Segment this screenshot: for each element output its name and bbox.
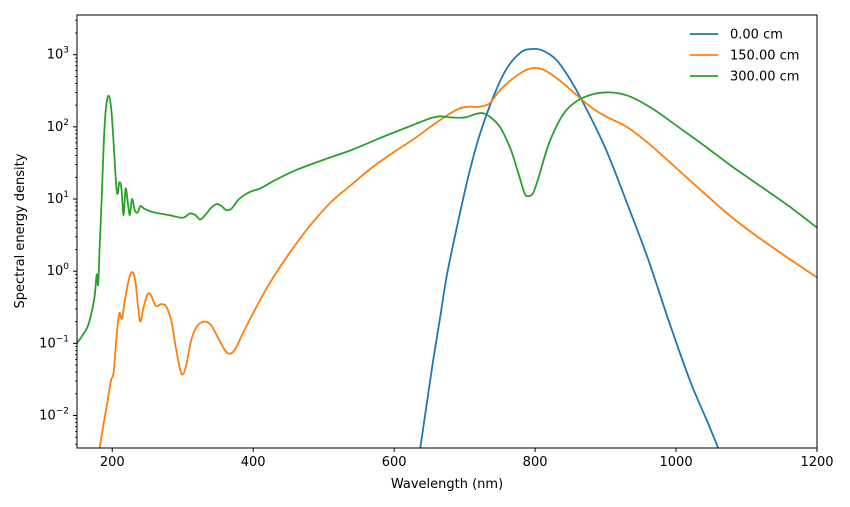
y-axis-label: Spectral energy density (13, 153, 28, 308)
series-line-0 (419, 47, 720, 448)
x-tick-label: 200 (100, 455, 125, 470)
x-axis: 200 400 600 800 1000 1200 (100, 448, 834, 470)
y-tick-label: 10−2 (39, 407, 69, 424)
y-tick-label: 102 (47, 118, 69, 135)
series-line-2 (77, 91, 817, 344)
x-axis-label: Wavelength (nm) (391, 477, 503, 492)
series-line-1 (98, 66, 817, 448)
x-tick-label: 800 (523, 455, 548, 470)
y-tick-label: 10−1 (39, 334, 69, 351)
y-tick-label: 100 (47, 262, 70, 279)
y-axis: 10−2 10−1 100 101 102 103 (39, 19, 77, 445)
legend: 0.00 cm 150.00 cm 300.00 cm (690, 28, 799, 85)
x-tick-label: 600 (382, 455, 407, 470)
legend-label-0: 0.00 cm (730, 28, 783, 43)
plot-frame (76, 14, 818, 449)
x-tick-label: 400 (241, 455, 266, 470)
y-tick-label: 101 (47, 190, 69, 207)
x-tick-label: 1200 (800, 455, 833, 470)
legend-label-1: 150.00 cm (730, 49, 799, 64)
series-layer (77, 47, 817, 448)
legend-label-2: 300.00 cm (730, 70, 799, 85)
y-tick-label: 103 (47, 46, 69, 63)
x-tick-label: 1000 (660, 455, 693, 470)
